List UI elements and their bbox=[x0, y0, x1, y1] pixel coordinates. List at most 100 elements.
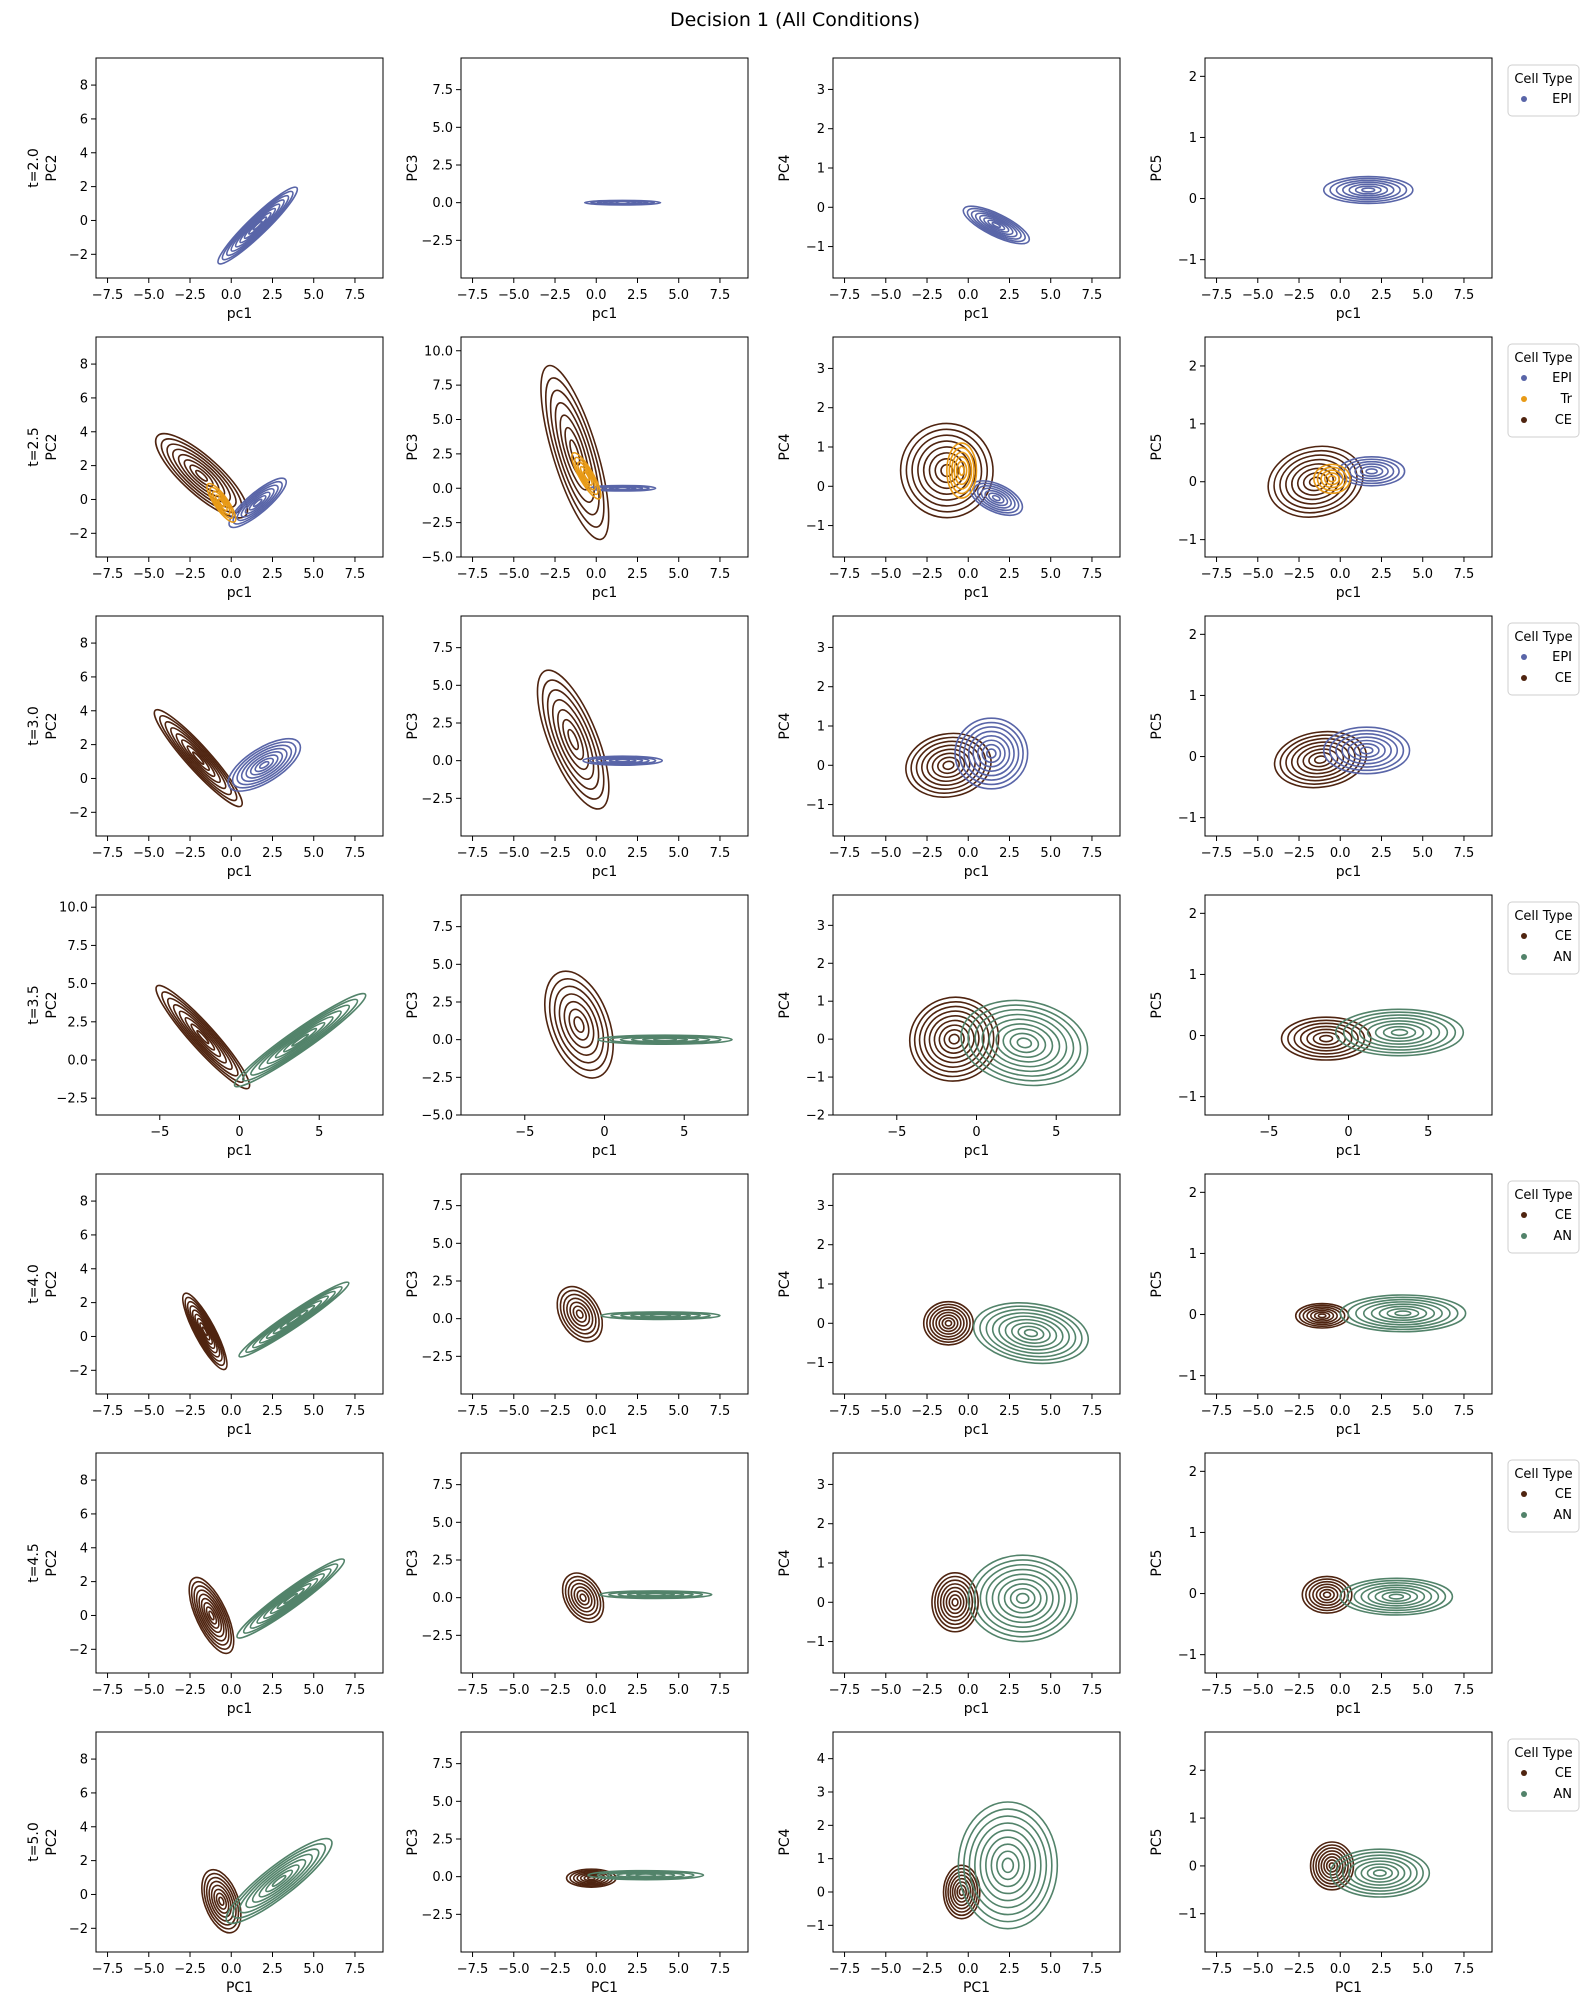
contour-ce bbox=[194, 1313, 216, 1350]
contour-an bbox=[1334, 1008, 1465, 1057]
x-tick-label: −5 bbox=[1259, 1125, 1278, 1140]
x-tick-label: −2.5 bbox=[539, 567, 571, 582]
y-tick-label: 1 bbox=[817, 1852, 825, 1867]
y-tick-label: 0 bbox=[1189, 750, 1197, 765]
panel-grid: −7.5 −5.0 −2.5 0.0 2.5 5.0 7.5−202468pc1PC2t=2… bbox=[26, 57, 1580, 1996]
panel-7-1: −7.5 −5.0 −2.5 0.0 2.5 5.0 7.5 −2 0 2 4 6 8 PC1 PC2t=5… bbox=[26, 1731, 384, 1996]
contour-epi bbox=[234, 203, 281, 248]
contour-ce bbox=[1306, 1307, 1338, 1324]
contour-tr bbox=[576, 461, 596, 491]
x-axis-label: PC1 bbox=[591, 1980, 618, 1996]
contour-ce bbox=[1296, 744, 1345, 775]
x-tick-label: −5.0 bbox=[1242, 1683, 1274, 1698]
contour-ce bbox=[191, 751, 205, 766]
y-tick-label: −2.5 bbox=[421, 516, 453, 531]
time-label: t=4.0 bbox=[26, 1264, 42, 1303]
x-tick-label: 2.5 bbox=[262, 288, 283, 303]
contour-ce bbox=[1308, 751, 1333, 768]
panel-5-3: −7.5 −5.0 −2.5 0.0 2.5 5.0 7.5 −1 0 1 2 3 pc1 PC4 bbox=[777, 1173, 1121, 1438]
contour-ce bbox=[932, 1308, 965, 1338]
x-tick-label: 7.5 bbox=[1082, 288, 1103, 303]
y-tick-label: −2 bbox=[69, 806, 88, 821]
x-axis-label: pc1 bbox=[592, 1143, 618, 1159]
contour-ce bbox=[561, 1572, 605, 1624]
contour-an bbox=[988, 1018, 1061, 1068]
contour-an bbox=[991, 1312, 1070, 1355]
contour-ce bbox=[184, 1016, 222, 1058]
contour-ce bbox=[1293, 1022, 1359, 1055]
density-contours bbox=[899, 422, 1024, 519]
x-tick-label: 2.5 bbox=[627, 846, 648, 861]
x-tick-label: 7.5 bbox=[1454, 567, 1475, 582]
contour-an bbox=[1329, 1848, 1431, 1898]
legend-box bbox=[1507, 64, 1580, 117]
contour-ce bbox=[941, 1317, 956, 1330]
contour-ce bbox=[1296, 467, 1335, 496]
y-tick-label: 2 bbox=[1189, 628, 1197, 643]
x-tick-label: −7.5 bbox=[92, 1404, 124, 1419]
density-contours bbox=[962, 205, 1031, 245]
contour-tr bbox=[571, 451, 602, 500]
contour-an bbox=[265, 1300, 323, 1340]
contour-an bbox=[997, 1578, 1048, 1619]
x-tick-label: −7.5 bbox=[829, 1962, 861, 1977]
contour-epi bbox=[245, 751, 284, 779]
x-tick-label: 2.5 bbox=[999, 1404, 1020, 1419]
x-axis-label: pc1 bbox=[227, 1422, 253, 1438]
time-label: t=2.5 bbox=[26, 427, 42, 466]
x-tick-label: 5.0 bbox=[303, 846, 324, 861]
x-tick-label: 0.0 bbox=[958, 1962, 979, 1977]
x-tick-label: 7.5 bbox=[1082, 1404, 1103, 1419]
legend-title: Cell Type bbox=[1514, 351, 1572, 366]
x-tick-label: 5.0 bbox=[668, 846, 689, 861]
contour-ce bbox=[193, 1585, 230, 1646]
legend-title: Cell Type bbox=[1514, 909, 1572, 924]
contour-ce bbox=[956, 1884, 967, 1900]
contour-ce bbox=[548, 977, 610, 1072]
y-tick-label: 5.0 bbox=[432, 679, 453, 694]
contour-an bbox=[236, 1558, 346, 1639]
y-tick-label: 0 bbox=[1189, 1587, 1197, 1602]
legend-entry-ce: CE bbox=[1555, 1208, 1572, 1223]
y-tick-label: 0.0 bbox=[67, 1054, 88, 1069]
axes-frame bbox=[1204, 615, 1493, 837]
x-tick-label: −2.5 bbox=[1283, 1962, 1315, 1977]
contour-ce bbox=[942, 1586, 968, 1618]
x-axis-label: pc1 bbox=[1336, 864, 1362, 880]
contour-tr bbox=[1327, 475, 1337, 483]
legend-entry-tr: Tr bbox=[1560, 392, 1573, 407]
contour-epi bbox=[221, 190, 294, 261]
x-tick-label: −7.5 bbox=[1201, 1962, 1233, 1977]
contour-epi bbox=[249, 754, 279, 776]
contour-epi bbox=[962, 205, 1031, 245]
y-tick-label: −1 bbox=[1178, 1907, 1197, 1922]
contour-epi bbox=[988, 492, 1005, 504]
panel-6-3: −7.5 −5.0 −2.5 0.0 2.5 5.0 7.5 −1 0 1 2 3 pc1 PC4 bbox=[777, 1452, 1121, 1717]
legend-marker-an bbox=[1521, 1791, 1527, 1797]
x-tick-label: 7.5 bbox=[710, 1962, 731, 1977]
y-tick-label: −1 bbox=[806, 1919, 825, 1934]
legend-entry-epi: EPI bbox=[1552, 650, 1572, 665]
contour-ce bbox=[1290, 741, 1350, 778]
contour-epi bbox=[230, 199, 285, 252]
contour-an bbox=[991, 1573, 1054, 1624]
x-tick-label: −7.5 bbox=[829, 1683, 861, 1698]
contour-ce bbox=[573, 1586, 593, 1609]
y-tick-label: 7.5 bbox=[432, 379, 453, 394]
contour-epi bbox=[954, 717, 1029, 790]
y-tick-label: 2 bbox=[1189, 1186, 1197, 1201]
contour-epi bbox=[1322, 726, 1411, 775]
x-tick-label: 7.5 bbox=[345, 288, 366, 303]
y-tick-label: 1 bbox=[1189, 1812, 1197, 1827]
legend: Cell Type CE AN bbox=[1507, 901, 1580, 975]
contour-ce bbox=[541, 679, 605, 800]
contour-epi bbox=[958, 721, 1024, 786]
contour-an bbox=[238, 1848, 320, 1914]
x-tick-label: 2.5 bbox=[627, 567, 648, 582]
y-axis-label: PC5 bbox=[1149, 1549, 1165, 1576]
y-tick-label: 7.5 bbox=[432, 641, 453, 656]
y-tick-label: 2.5 bbox=[432, 1832, 453, 1847]
contour-an bbox=[1366, 1020, 1433, 1045]
x-axis-label: pc1 bbox=[1336, 1422, 1362, 1438]
